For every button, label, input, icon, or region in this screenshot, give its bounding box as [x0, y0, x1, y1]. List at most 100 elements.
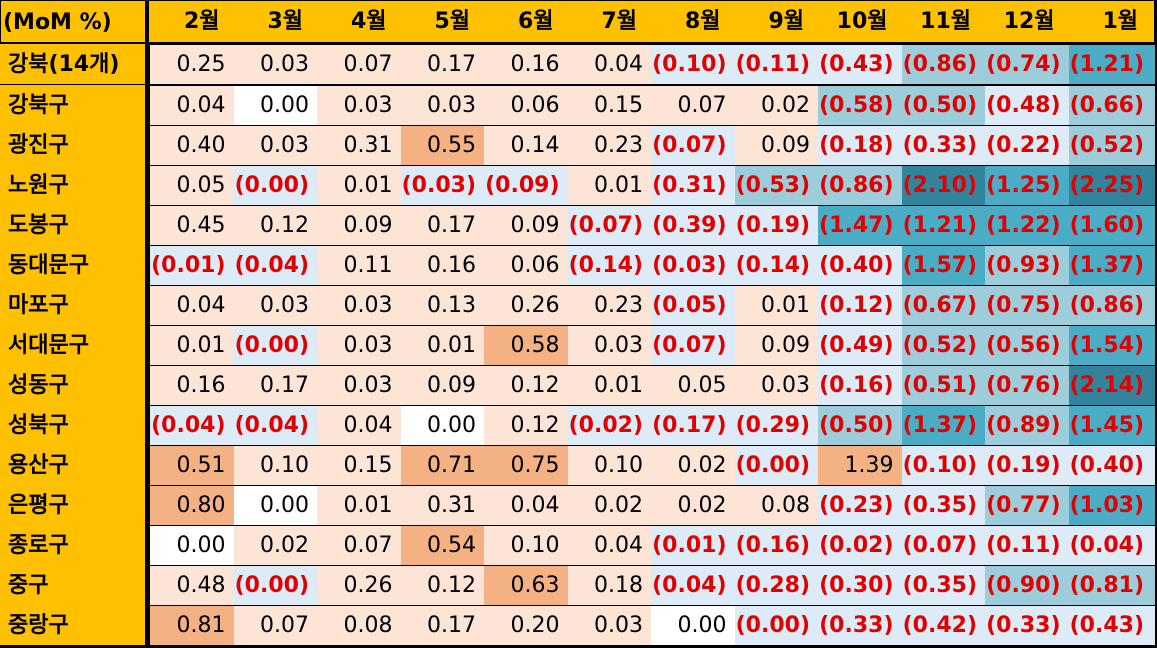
column-header: 7월: [601, 9, 637, 34]
row-header: 서대문구: [2, 326, 145, 365]
table-cell: (0.10): [901, 446, 985, 485]
table-cell: 0.10: [567, 446, 651, 485]
table-cell: (0.07): [651, 326, 735, 365]
table-cell: (0.74): [985, 45, 1069, 84]
table-cell: 0.23: [567, 286, 651, 325]
row-header: 노원구: [2, 166, 145, 205]
table-cell: 0.11: [317, 246, 401, 285]
column-header: 2월: [183, 9, 220, 34]
table-cell: 0.03: [567, 606, 651, 645]
table-cell: (0.52): [1068, 126, 1152, 165]
table-cell: 0.02: [734, 86, 818, 125]
table-cell: 0.06: [484, 86, 568, 125]
table-cell: (0.51): [901, 366, 985, 405]
table-cell: (0.50): [818, 406, 902, 445]
table-cell: (0.19): [734, 206, 818, 245]
column-header: 11월: [920, 9, 971, 34]
table-cell: (0.05): [651, 286, 735, 325]
table-cell: (0.35): [901, 566, 985, 605]
table-cell: 0.03: [400, 86, 484, 125]
table-cell: (0.30): [818, 566, 902, 605]
table-cell: 0.10: [233, 446, 317, 485]
table-cell: 0.23: [567, 126, 651, 165]
table-cell: (0.04): [233, 246, 317, 285]
table-cell: (0.02): [567, 406, 651, 445]
table-cell: (0.42): [901, 606, 985, 645]
table-cell: 0.16: [400, 246, 484, 285]
table-cell: 0.16: [484, 45, 568, 84]
table-cell: (0.23): [818, 486, 902, 525]
row-header: 중구: [2, 566, 145, 605]
table-cell: (0.00): [233, 166, 317, 205]
table-cell: 0.02: [233, 526, 317, 565]
table-cell: (0.43): [818, 45, 902, 84]
table-cell: 0.75: [484, 446, 568, 485]
table-cell: 0.17: [400, 206, 484, 245]
table-cell: 1.39: [818, 446, 902, 485]
table-cell: (0.14): [734, 246, 818, 285]
table-cell: 0.07: [317, 526, 401, 565]
table-cell: (0.00): [734, 446, 818, 485]
table-cell: (0.33): [985, 606, 1069, 645]
table-cell: (0.40): [1068, 446, 1152, 485]
table-cell: 0.17: [400, 45, 484, 84]
table-cell: (0.18): [818, 126, 902, 165]
table-cell: 0.09: [734, 126, 818, 165]
table-cell: (2.25): [1068, 166, 1152, 205]
table-cell: (2.10): [901, 166, 985, 205]
table-cell: 0.04: [484, 486, 568, 525]
table-cell: (0.00): [233, 326, 317, 365]
row-filler: [1152, 526, 1155, 565]
table-cell: 0.04: [567, 526, 651, 565]
row-filler: [1152, 86, 1155, 125]
table-cell: (0.58): [818, 86, 902, 125]
row-header: 강북구: [2, 86, 145, 125]
table-cell: 0.17: [400, 606, 484, 645]
table-cell: 0.07: [651, 86, 735, 125]
table-cell: 0.10: [484, 526, 568, 565]
table-cell: (1.03): [1068, 486, 1152, 525]
table-cell: (1.21): [901, 206, 985, 245]
table-cell: 0.01: [317, 486, 401, 525]
row-header: 용산구: [2, 446, 145, 485]
table-cell: 0.81: [150, 606, 234, 645]
table-cell: 0.48: [150, 566, 234, 605]
table-cell: 0.06: [484, 246, 568, 285]
table-cell: 0.26: [317, 566, 401, 605]
table-cell: 0.12: [484, 406, 568, 445]
table-cell: (0.35): [901, 486, 985, 525]
row-filler: [1152, 206, 1155, 245]
column-header: 3월: [267, 9, 303, 34]
table-cell: 0.01: [734, 286, 818, 325]
table-cell: (0.22): [985, 126, 1069, 165]
table-cell: (0.28): [734, 566, 818, 605]
table-cell: (0.00): [734, 606, 818, 645]
table-cell: 0.01: [567, 366, 651, 405]
row-filler: [1152, 486, 1155, 525]
table-cell: (1.37): [1068, 246, 1152, 285]
column-header: 12월: [1003, 9, 1055, 34]
table-cell: 0.01: [150, 326, 234, 365]
table-cell: 0.07: [233, 606, 317, 645]
table-cell: 0.03: [233, 45, 317, 84]
table-cell: (0.48): [985, 86, 1069, 125]
table-cell: (0.07): [567, 206, 651, 245]
table-cell: (0.67): [901, 286, 985, 325]
row-filler: [1152, 446, 1155, 485]
table-cell: (0.81): [1068, 566, 1152, 605]
table-cell: 0.51: [150, 446, 234, 485]
table-cell: 0.03: [317, 326, 401, 365]
column-header: 9월: [768, 9, 804, 34]
table-cell: 0.45: [150, 206, 234, 245]
table-cell: 0.01: [400, 326, 484, 365]
row-filler: [1152, 326, 1155, 365]
table-cell: 0.15: [317, 446, 401, 485]
table-cell: (0.01): [150, 246, 234, 285]
table-cell: 0.55: [400, 126, 484, 165]
column-header: 6월: [517, 9, 554, 34]
row-header-divider: [145, 0, 149, 648]
table-cell: 0.15: [567, 86, 651, 125]
table-cell: (0.02): [818, 526, 902, 565]
table-cell: 0.03: [317, 366, 401, 405]
